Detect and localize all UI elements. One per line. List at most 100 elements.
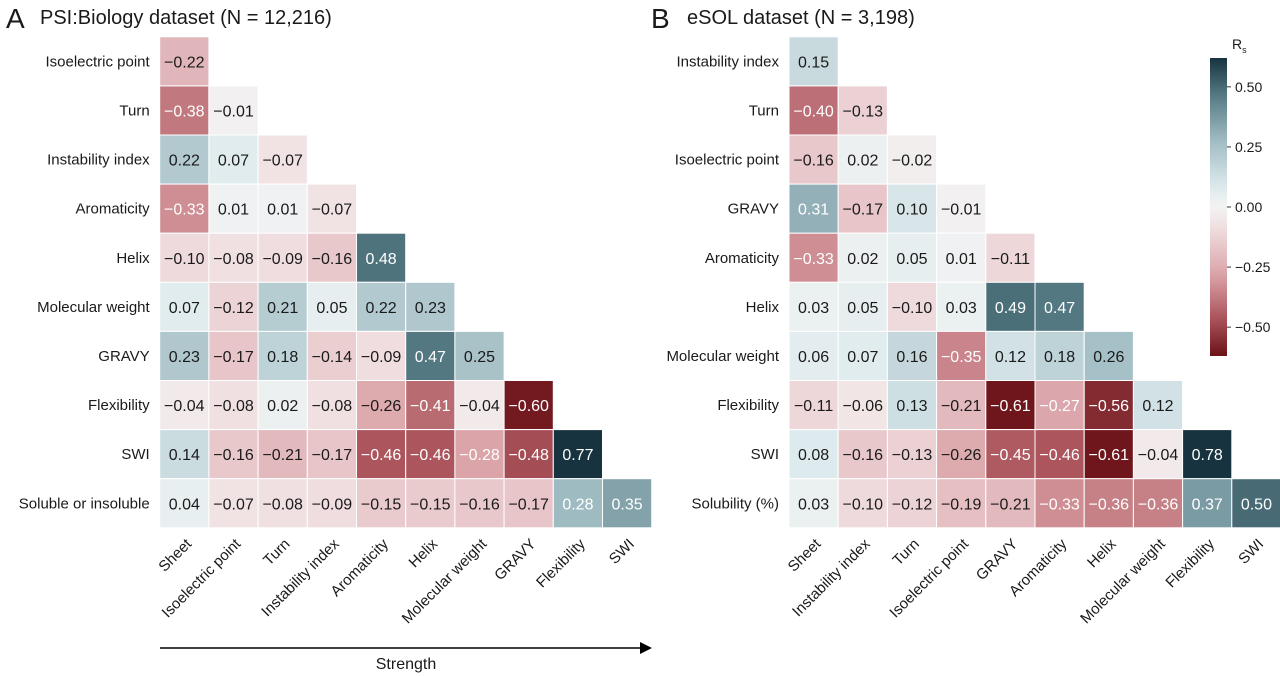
b-cell-value-r0-c0: 0.15: [798, 54, 829, 71]
a-cell-r5-c3: [306, 281, 357, 332]
b-cell-value-r4-c3: 0.01: [946, 251, 977, 268]
a-cell-value-r0-c0: −0.22: [164, 54, 205, 71]
b-row-label-7: Flexibility: [717, 397, 779, 414]
b-cell-r6-c4: [985, 330, 1036, 381]
a-cell-r9-c8: [552, 478, 603, 529]
b-row-label-3: GRAVY: [728, 201, 779, 218]
b-cell-value-r3-c0: 0.31: [798, 202, 829, 219]
b-cell-value-r5-c5: 0.47: [1044, 300, 1075, 317]
b-column-label-9: SWI: [1235, 536, 1267, 568]
b-cell-value-r8-c4: −0.45: [990, 447, 1031, 464]
a-cell-value-r9-c9: 0.35: [612, 496, 643, 513]
a-row-label-2: Instability index: [47, 152, 150, 169]
b-cell-value-r6-c1: 0.07: [847, 349, 878, 366]
a-cell-value-r6-c0: 0.23: [169, 349, 200, 366]
a-cell-value-r5-c4: 0.22: [366, 300, 397, 317]
strength-arrow: [160, 642, 652, 654]
panel-a-title: PSI:Biology dataset (N = 12,216): [40, 7, 332, 29]
a-cell-r5-c5: [405, 281, 456, 332]
b-cell-r3-c0: [788, 183, 839, 234]
b-cell-r9-c9: [1231, 478, 1280, 529]
a-cell-value-r4-c4: 0.48: [366, 251, 397, 268]
a-cell-value-r8-c0: 0.14: [169, 447, 200, 464]
colorbar-tick-label-4: −0.50: [1235, 319, 1271, 335]
a-cell-value-r2-c1: 0.07: [218, 153, 249, 170]
b-cell-value-r4-c0: −0.33: [793, 251, 834, 268]
a-cell-r6-c5: [405, 330, 456, 381]
a-cell-value-r3-c2: 0.01: [267, 202, 298, 219]
a-cell-r6-c0: [159, 330, 210, 381]
b-cell-r3-c2: [886, 183, 938, 234]
a-cell-value-r1-c0: −0.38: [164, 103, 205, 120]
b-cell-r2-c2: [886, 134, 938, 185]
a-cell-r8-c0: [159, 429, 210, 480]
a-column-label-2: Turn: [260, 536, 293, 569]
b-cell-value-r7-c3: −0.21: [941, 398, 982, 415]
b-cell-value-r8-c3: −0.26: [941, 447, 982, 464]
a-cell-value-r3-c0: −0.33: [164, 202, 205, 219]
colorbar-gradient: [1210, 58, 1227, 356]
b-column-label-0: Sheet: [785, 535, 825, 575]
a-cell-r9-c2: [257, 478, 308, 529]
a-row-label-1: Turn: [119, 102, 149, 119]
a-cell-value-r7-c4: −0.26: [361, 398, 402, 415]
b-cell-value-r8-c6: −0.61: [1089, 447, 1130, 464]
a-cell-r1-c0: [159, 85, 210, 136]
a-cell-r3-c1: [208, 183, 259, 234]
a-cell-value-r5-c3: 0.05: [316, 300, 347, 317]
b-cell-r9-c0: [788, 478, 839, 529]
b-row-label-9: Solubility (%): [691, 495, 779, 512]
a-column-label-5: Helix: [406, 535, 442, 571]
a-column-label-7: GRAVY: [491, 536, 539, 584]
b-cell-r9-c2: [886, 478, 938, 529]
b-cell-value-r7-c1: −0.06: [843, 398, 884, 415]
b-cell-value-r9-c6: −0.36: [1089, 496, 1130, 513]
a-cell-value-r4-c2: −0.09: [262, 251, 303, 268]
b-cell-value-r4-c2: 0.05: [896, 251, 927, 268]
b-cell-r3-c1: [837, 183, 888, 234]
b-cell-value-r4-c1: 0.02: [847, 251, 878, 268]
b-cell-value-r2-c2: −0.02: [892, 153, 933, 170]
panel-b-row-labels: Instability index Turn Isoelectric point GR…: [666, 53, 779, 512]
b-cell-value-r2-c0: −0.16: [793, 153, 834, 170]
b-row-label-5: Helix: [746, 299, 780, 316]
a-cell-value-r9-c5: −0.15: [410, 496, 451, 513]
b-cell-value-r7-c0: −0.11: [794, 398, 833, 415]
a-cell-value-r6-c4: −0.09: [361, 349, 402, 366]
b-cell-value-r8-c2: −0.13: [892, 447, 933, 464]
b-cell-value-r6-c5: 0.18: [1044, 349, 1075, 366]
a-cell-value-r9-c3: −0.09: [312, 496, 353, 513]
b-cell-value-r7-c4: −0.61: [990, 398, 1031, 415]
b-cell-value-r5-c3: 0.03: [946, 300, 977, 317]
panel-a-heatmap: A PSI:Biology dataset (N = 12,216) −0.22…: [6, 3, 653, 673]
a-cell-value-r7-c7: −0.60: [508, 398, 549, 415]
b-cell-r6-c3: [936, 330, 987, 381]
a-cell-value-r6-c2: 0.18: [267, 349, 298, 366]
b-cell-value-r8-c1: −0.16: [843, 447, 884, 464]
a-cell-value-r3-c1: 0.01: [218, 202, 249, 219]
panel-a-row-labels: Isoelectric point Turn Instability index Ar…: [19, 53, 151, 512]
a-cell-value-r8-c7: −0.48: [508, 447, 549, 464]
a-column-label-6: Molecular weight: [399, 535, 491, 627]
b-cell-value-r1-c1: −0.13: [843, 103, 884, 120]
a-cell-value-r4-c1: −0.08: [213, 251, 254, 268]
b-cell-value-r1-c0: −0.40: [793, 103, 834, 120]
b-cell-r5-c1: [837, 281, 888, 332]
a-cell-value-r3-c3: −0.07: [312, 202, 353, 219]
b-cell-value-r6-c2: 0.16: [896, 349, 927, 366]
a-cell-value-r7-c3: −0.08: [312, 398, 353, 415]
b-cell-r6-c1: [837, 330, 888, 381]
a-cell-r5-c2: [257, 281, 308, 332]
a-cell-r8-c6: [454, 429, 505, 480]
a-cell-value-r4-c0: −0.10: [164, 251, 205, 268]
a-cell-value-r8-c1: −0.16: [213, 447, 254, 464]
a-cell-value-r7-c0: −0.04: [164, 398, 205, 415]
colorbar: Rs 0.50 0.25 0.00 −0.25 −0.50: [1210, 36, 1271, 356]
a-cell-value-r7-c5: −0.41: [410, 398, 451, 415]
b-cell-value-r9-c2: −0.12: [892, 496, 933, 513]
b-cell-r7-c5: [1034, 380, 1085, 431]
b-cell-value-r6-c3: −0.35: [941, 349, 982, 366]
a-cell-value-r8-c5: −0.46: [410, 447, 451, 464]
b-cell-value-r3-c2: 0.10: [896, 202, 927, 219]
a-cell-value-r2-c0: 0.22: [169, 153, 200, 170]
